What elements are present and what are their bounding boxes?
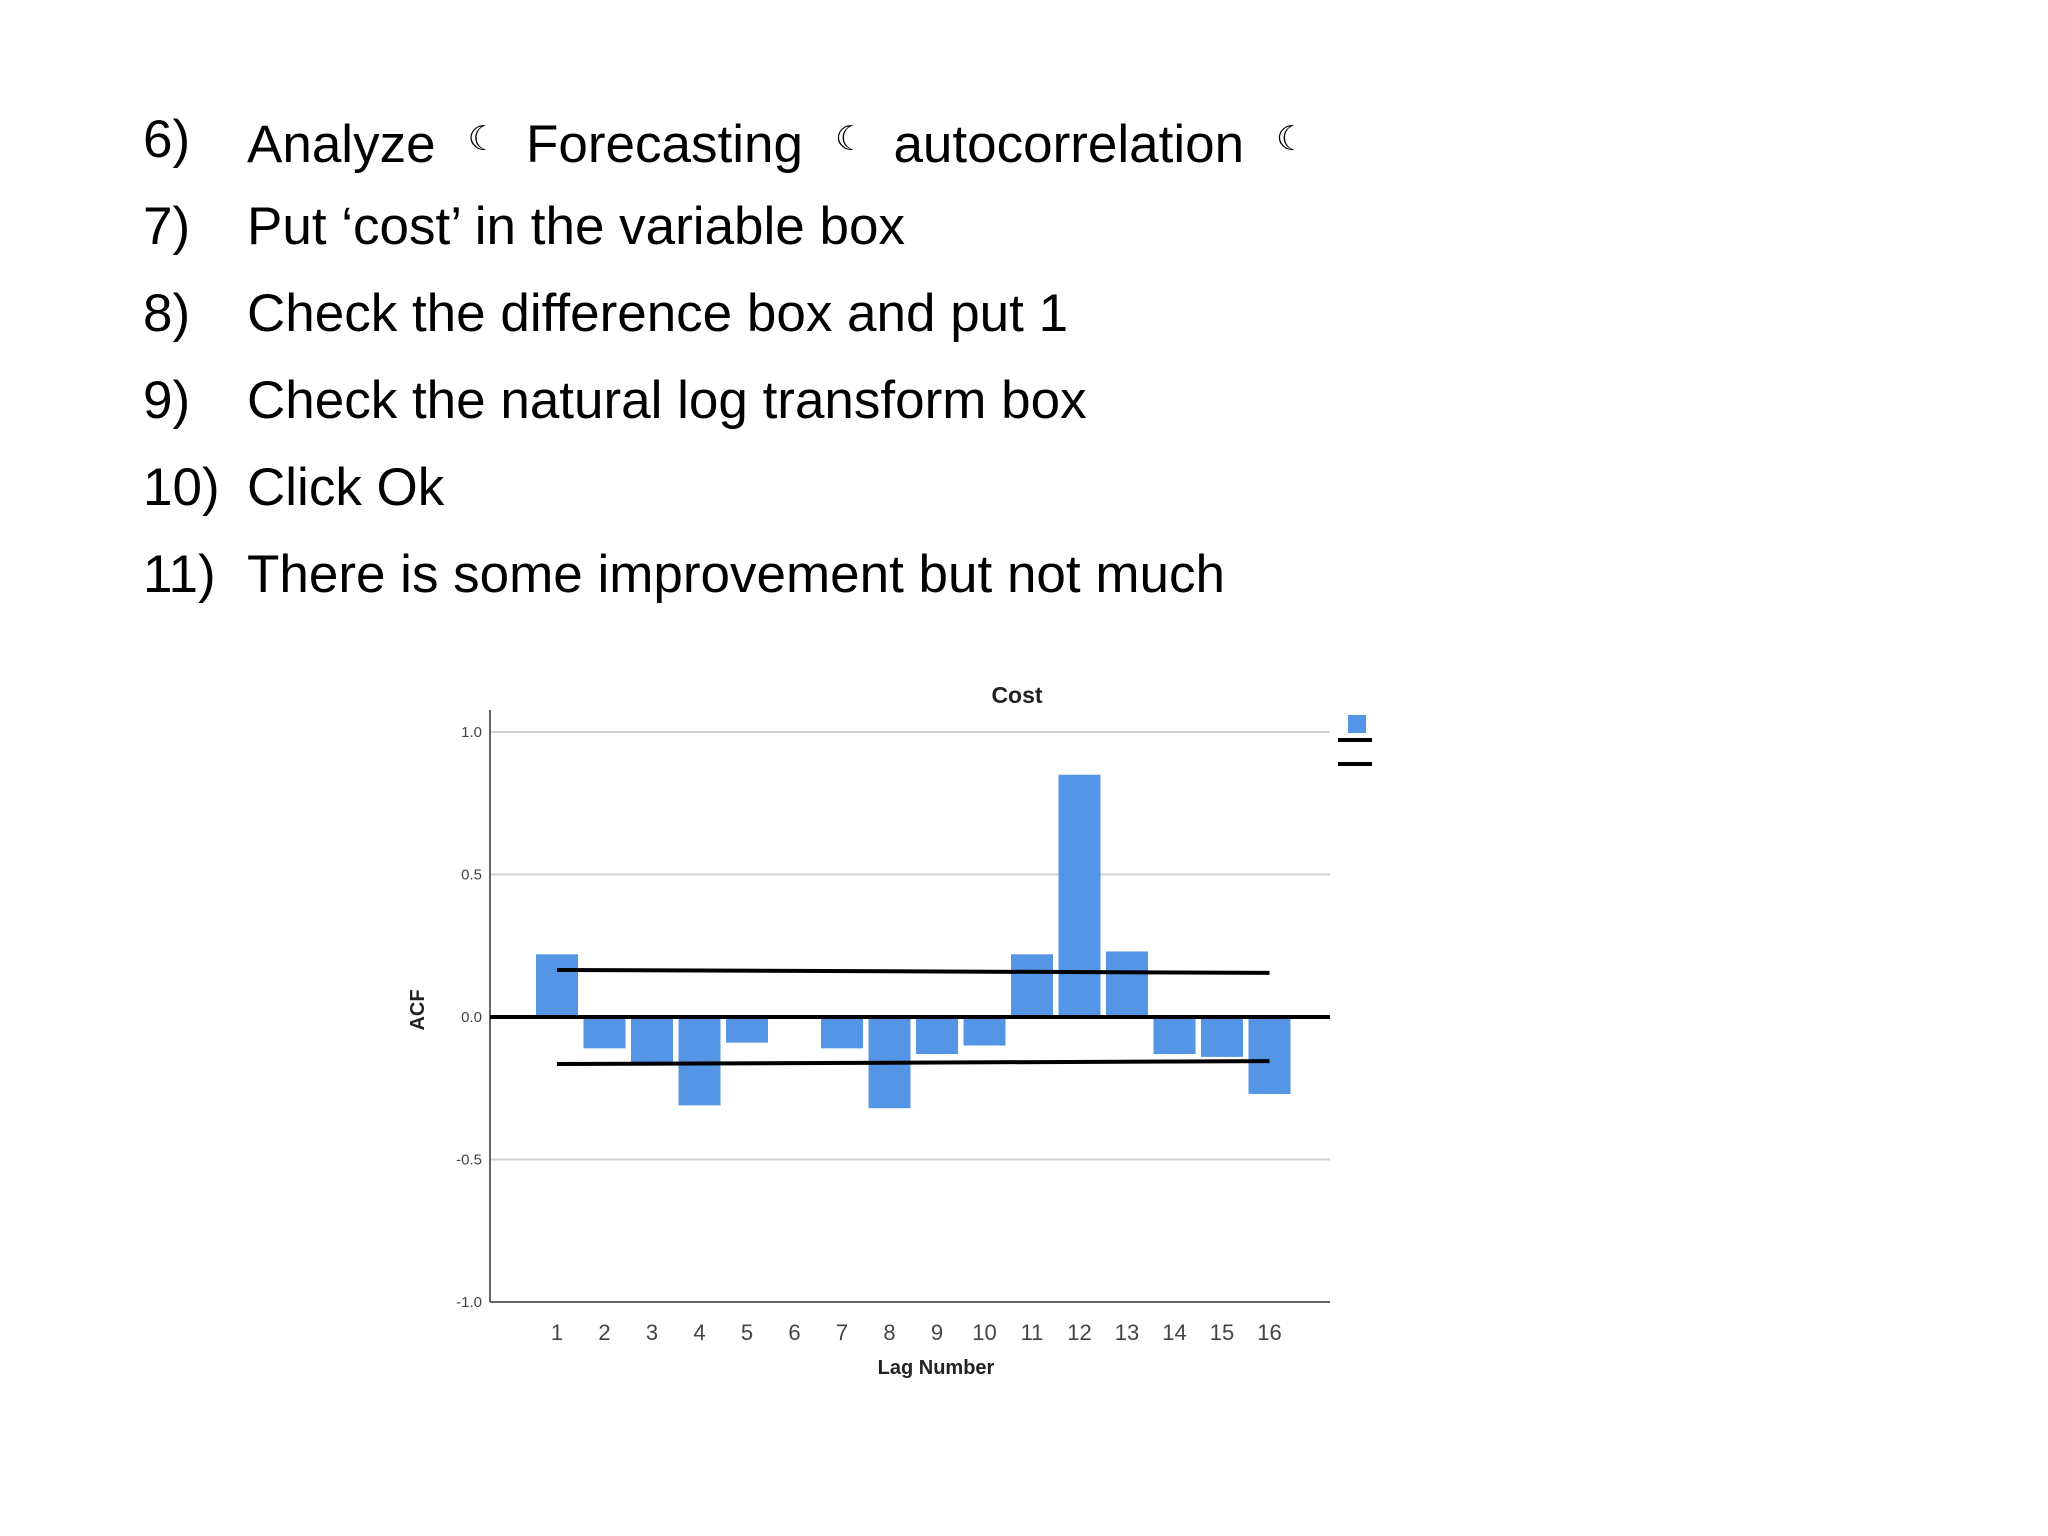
x-tick-label: 10 bbox=[972, 1320, 996, 1345]
menu-forecasting: Forecasting bbox=[526, 115, 803, 174]
x-tick-label: 14 bbox=[1162, 1320, 1186, 1345]
x-tick-label: 7 bbox=[836, 1320, 848, 1345]
step-text: Check the natural log transform box bbox=[247, 371, 1087, 430]
step-number: 8) bbox=[143, 284, 191, 343]
x-tick-label: 15 bbox=[1210, 1320, 1234, 1345]
menu-analyze: Analyze bbox=[247, 115, 436, 174]
acf-bar bbox=[1011, 954, 1053, 1017]
x-tick-label: 1 bbox=[551, 1320, 563, 1345]
step-number: 7) bbox=[143, 197, 191, 256]
y-tick-label: 0.5 bbox=[461, 867, 482, 884]
y-tick-label: 0.0 bbox=[461, 1009, 482, 1026]
step-text: Put ‘cost’ in the variable box bbox=[247, 197, 905, 256]
menu-separator-icon: ☾ bbox=[1276, 119, 1307, 159]
x-tick-label: 11 bbox=[1021, 1320, 1044, 1345]
y-tick-label: 1.0 bbox=[461, 724, 482, 741]
x-axis-label: Lag Number bbox=[878, 1357, 995, 1379]
menu-separator-icon: ☾ bbox=[834, 119, 866, 159]
x-tick-label: 8 bbox=[883, 1320, 895, 1345]
step-number: 9) bbox=[143, 371, 191, 430]
step-number: 6) bbox=[143, 110, 191, 169]
acf-bar bbox=[1106, 951, 1148, 1017]
acf-bar bbox=[536, 954, 578, 1017]
step-number: 11) bbox=[143, 545, 216, 604]
step-text: Click Ok bbox=[247, 458, 445, 517]
lower-confidence-limit bbox=[556, 1059, 1270, 1067]
y-axis-label: ACF bbox=[407, 989, 429, 1030]
acf-bar bbox=[1248, 1017, 1291, 1094]
x-tick-label: 12 bbox=[1067, 1320, 1091, 1345]
x-tick-label: 9 bbox=[931, 1320, 943, 1345]
acf-bar bbox=[631, 1017, 673, 1063]
x-tick-label: 5 bbox=[741, 1320, 753, 1345]
x-tick-label: 6 bbox=[788, 1320, 800, 1345]
menu-autocorrelation: autocorrelation bbox=[893, 115, 1245, 174]
acf-bar bbox=[1201, 1017, 1243, 1057]
step-number: 10) bbox=[143, 458, 220, 517]
acf-bar bbox=[821, 1017, 863, 1049]
acf-bar bbox=[963, 1017, 1006, 1046]
acf-bar bbox=[726, 1017, 768, 1043]
chart-title: Cost bbox=[991, 682, 1042, 708]
x-tick-label: 3 bbox=[646, 1320, 658, 1345]
step-text: Check the difference box and put 1 bbox=[247, 284, 1069, 343]
acf-chart-container: 1.0 0.5 0.0 -0.5 -1.0 1 2 3 4 5 6 7 8 9 10 11 12 13 14 15 16… bbox=[380, 660, 1410, 1380]
acf-bar bbox=[678, 1017, 721, 1106]
x-tick-label: 16 bbox=[1257, 1320, 1281, 1345]
y-tick-label: -1.0 bbox=[456, 1294, 482, 1311]
acf-bar bbox=[1058, 774, 1101, 1017]
chart-legend bbox=[1338, 715, 1372, 766]
menu-separator-icon: ☾ bbox=[467, 119, 499, 159]
x-tick-label: 4 bbox=[693, 1320, 705, 1345]
step-text: Analyze ☾ Forecasting ☾ autocorrelation ☾ bbox=[247, 96, 1335, 188]
legend-swatch-acf bbox=[1348, 715, 1366, 733]
upper-confidence-limit bbox=[556, 967, 1270, 975]
acf-bar bbox=[916, 1017, 958, 1055]
acf-bar bbox=[583, 1017, 626, 1049]
y-tick-label: -0.5 bbox=[456, 1152, 482, 1169]
step-text: There is some improvement but not much bbox=[247, 545, 1225, 604]
x-tick-label: 2 bbox=[598, 1320, 610, 1345]
acf-chart: 1.00.50.0-0.5-1.01 2 3 4 5 6 7 8 9 10 11 12 13 14 15 16… bbox=[407, 682, 1372, 1379]
acf-bar bbox=[1153, 1017, 1196, 1055]
x-tick-label: 13 bbox=[1115, 1320, 1139, 1345]
